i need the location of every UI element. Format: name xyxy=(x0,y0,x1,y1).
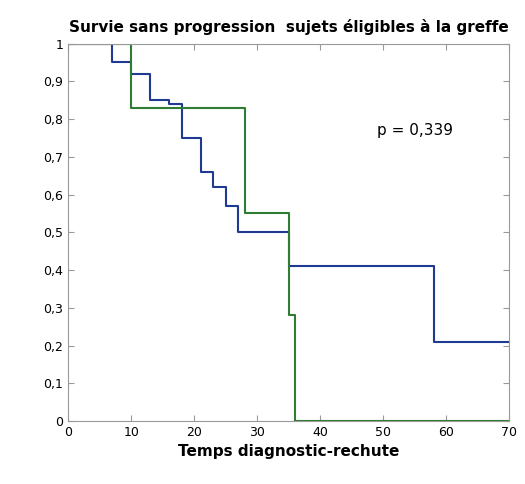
X-axis label: Temps diagnostic-rechute: Temps diagnostic-rechute xyxy=(178,444,400,459)
Text: p = 0,339: p = 0,339 xyxy=(377,123,453,138)
Title: Survie sans progression  sujets éligibles à la greffe: Survie sans progression sujets éligibles… xyxy=(69,19,509,35)
